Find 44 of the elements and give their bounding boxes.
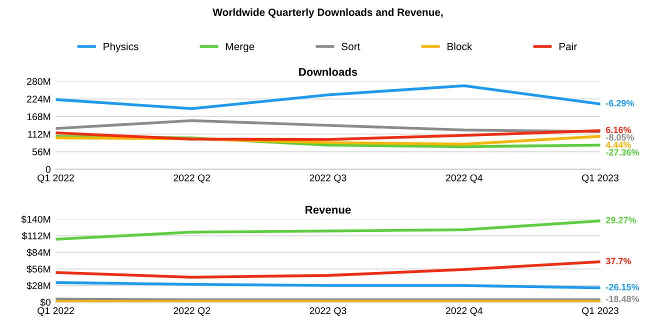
line-series [56,119,600,134]
x-tick-label: 2022 Q2 [174,174,210,184]
y-tick-label: $140M [21,215,50,224]
annotation: 6.16% [606,126,632,134]
x-tick-label: 2022 Q4 [446,307,482,316]
x-tick-label: 2022 Q2 [174,307,210,316]
annotation: -8.05% [606,134,634,141]
y-tick-label: $56M [26,265,50,274]
chart-title: Revenue [306,206,351,214]
annotation: 29.27% [606,216,636,224]
annotation: 37.7% [606,258,632,264]
chart-title: Worldwide Quarterly Downloads and Revenue, [212,8,443,18]
chart-subtitle: Downloads [299,68,358,76]
annotation: -27.36% [606,149,640,156]
annotation: -18.48% [606,296,640,302]
legend-label: Sort [342,42,360,50]
y-tick-label: $84M [26,248,50,257]
x-tick-label: 2022 Q4 [446,174,482,184]
y-tick-label: $0 [40,298,51,306]
y-tick-label: 280M [27,78,50,85]
x-tick-label: Q1 2023 [582,174,618,184]
y-tick-label: 0 [46,166,51,173]
y-tick-label: 56M [32,148,50,156]
x-tick-label: 2022 Q3 [310,307,346,316]
annotation: -6.29% [606,100,634,106]
y-tick-label: 112M [28,130,50,138]
x-tick-label: Q1 2023 [582,307,618,316]
x-tick-label: 2022 Q3 [310,174,346,184]
y-tick-label: $112M [22,232,50,240]
y-tick-label: $28M [26,282,50,290]
legend-label: Physics [104,42,138,52]
legend-label: Block [448,42,472,50]
line-series [56,260,600,279]
x-tick-label: Q1 2022 [38,174,74,184]
annotation: -26.15% [606,284,640,290]
y-tick-label: 224M [27,96,50,102]
line-series [56,84,600,110]
y-tick-label: 168M [27,113,50,120]
line-series [56,129,600,141]
legend-label: Merge [226,42,254,52]
x-tick-label: Q1 2022 [38,307,74,316]
legend-label: Pair [559,42,577,50]
line-series [56,220,600,241]
annotation: 4.44% [606,142,632,148]
